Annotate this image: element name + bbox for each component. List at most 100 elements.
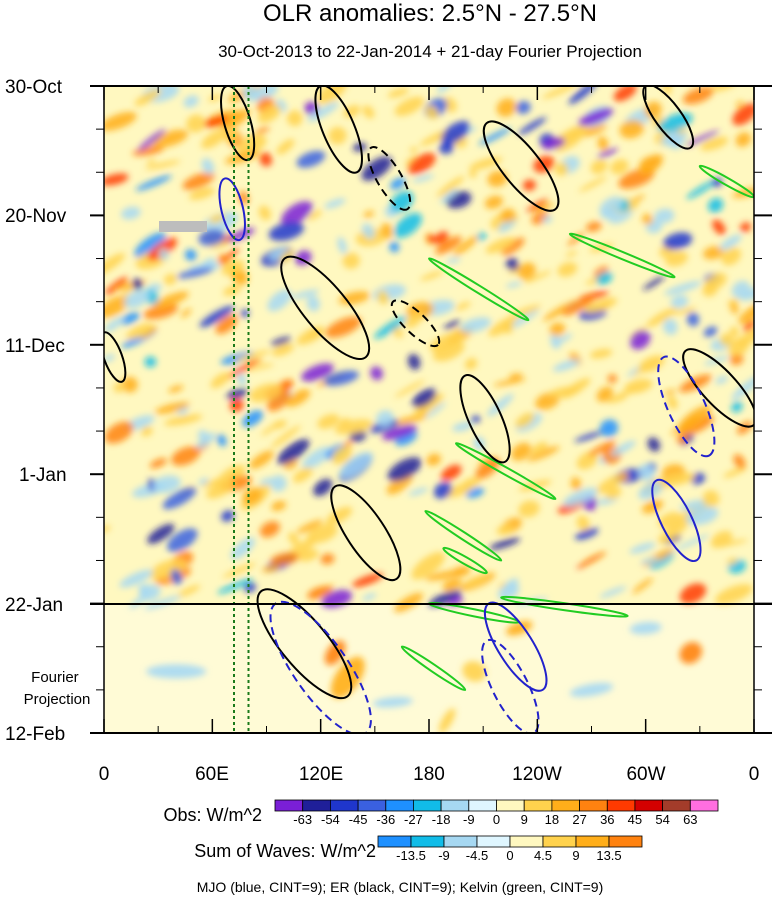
- plot-area: [90, 85, 772, 734]
- anomaly-blob: [145, 160, 181, 170]
- anomaly-blob: [548, 386, 580, 398]
- anomaly-blob: [624, 378, 653, 394]
- anomaly-blob: [549, 322, 566, 337]
- anomaly-blob: [732, 103, 754, 126]
- anomaly-blob: [176, 267, 214, 279]
- anomaly-blob: [270, 425, 301, 449]
- obs-colorbar-level-label: -9: [463, 812, 475, 827]
- anomaly-blob: [380, 223, 393, 239]
- anomaly-blob: [642, 275, 665, 291]
- kelvin-contour: [400, 645, 467, 692]
- anomaly-blob: [152, 291, 189, 309]
- anomaly-blob: [702, 490, 720, 508]
- anomaly-blob: [170, 568, 183, 585]
- anomaly-blob: [121, 286, 134, 296]
- anomaly-blob: [362, 223, 375, 239]
- anomaly-blob: [599, 586, 627, 599]
- y-axis: 30-Oct 20-Nov 11-Dec 1-Jan 22-Jan 12-Feb…: [5, 77, 90, 745]
- anomaly-blob: [542, 300, 578, 321]
- anomaly-blob: [673, 307, 697, 315]
- anomaly-blob: [259, 152, 273, 167]
- anomaly-blob: [394, 379, 426, 398]
- anomaly-blob: [313, 478, 333, 497]
- anomaly-blob: [613, 86, 637, 102]
- anomaly-blob: [570, 477, 582, 491]
- chart-subtitle: 30-Oct-2013 to 22-Jan-2014 + 21-day Four…: [218, 42, 642, 61]
- anomaly-blob: [343, 105, 361, 118]
- anomaly-blob: [223, 285, 241, 296]
- anomaly-blob: [708, 197, 724, 213]
- projection-anomaly-blob: [629, 622, 662, 635]
- anomaly-blob: [408, 152, 436, 175]
- anomaly-blob: [259, 521, 280, 538]
- anomaly-blob: [255, 127, 270, 134]
- anomaly-blob: [686, 180, 716, 200]
- axis-ticks: [90, 85, 772, 734]
- anomaly-blob: [638, 464, 655, 481]
- anomaly-blob: [667, 395, 678, 410]
- anomaly-blob: [137, 129, 166, 152]
- obs-colorbar-level-label: -36: [376, 812, 395, 827]
- anomaly-blob: [508, 373, 523, 380]
- anomaly-blob: [675, 534, 710, 551]
- obs-colorbar-swatch: [412, 799, 442, 812]
- projection-anomaly-blob: [330, 656, 365, 699]
- anomaly-blob: [168, 385, 184, 393]
- anomaly-blob: [247, 363, 275, 371]
- y-tick-label-11-dec: 11-Dec: [5, 336, 65, 357]
- obs-colorbar-swatch: [496, 799, 525, 812]
- anomaly-blob: [288, 532, 300, 546]
- projection-anomaly-blob: [438, 708, 456, 733]
- anomaly-blob: [270, 336, 292, 347]
- anomaly-blob: [281, 201, 313, 226]
- mjo-contour: [218, 177, 246, 242]
- anomaly-blob: [104, 525, 111, 533]
- anomaly-blob: [270, 475, 287, 492]
- x-tick-label-120w: 120W: [512, 764, 562, 785]
- anomaly-blob: [389, 241, 400, 253]
- anomaly-blob: [663, 232, 693, 250]
- anomaly-blob: [632, 358, 660, 377]
- anomaly-blob: [343, 440, 353, 448]
- anomaly-blob: [162, 487, 197, 510]
- projection-anomaly-blob: [146, 664, 207, 679]
- anomaly-blob: [703, 326, 718, 338]
- anomaly-blob: [257, 104, 282, 124]
- anomaly-blob: [640, 557, 660, 565]
- anomaly-blob: [599, 196, 624, 217]
- anomaly-blob: [242, 410, 263, 428]
- anomaly-blob: [243, 582, 257, 593]
- kelvin-contour: [442, 546, 488, 575]
- anomaly-blob: [487, 170, 508, 187]
- anomaly-blob: [186, 114, 206, 133]
- anomaly-blob: [302, 446, 332, 469]
- anomaly-blob: [711, 177, 723, 188]
- anomaly-blob: [411, 552, 445, 580]
- anomaly-blob: [296, 150, 326, 168]
- anomaly-blob: [590, 159, 608, 175]
- anomaly-blob: [562, 295, 596, 316]
- waves-colorbar-swatch: [575, 835, 610, 848]
- anomaly-blob: [731, 280, 751, 299]
- projection-anomaly-blob: [679, 642, 703, 664]
- obs-colorbar-label: Obs: W/m^2: [164, 805, 262, 825]
- mjo-contour: [657, 355, 716, 458]
- projection-anomaly-blob: [505, 620, 533, 636]
- anomaly-blob: [307, 102, 339, 122]
- anomaly-blob: [177, 584, 201, 598]
- x-tick-label-180: 180: [413, 764, 445, 785]
- projection-anomaly-blob: [462, 661, 486, 682]
- anomaly-blob: [298, 549, 319, 562]
- obs-colorbar-level-label: -45: [349, 812, 368, 827]
- anomaly-blob: [728, 299, 740, 307]
- obs-colorbar-swatch: [606, 799, 636, 812]
- obs-colorbar-level-label: -18: [432, 812, 451, 827]
- obs-colorbar-swatch: [274, 799, 304, 812]
- anomaly-blob: [470, 415, 481, 423]
- anomaly-blob: [610, 159, 629, 175]
- anomaly-blob: [436, 175, 465, 198]
- anomaly-blob: [593, 266, 609, 278]
- anomaly-blob: [377, 290, 389, 305]
- anomaly-blob: [496, 524, 514, 535]
- waves-colorbar-level-label: 9: [572, 848, 579, 863]
